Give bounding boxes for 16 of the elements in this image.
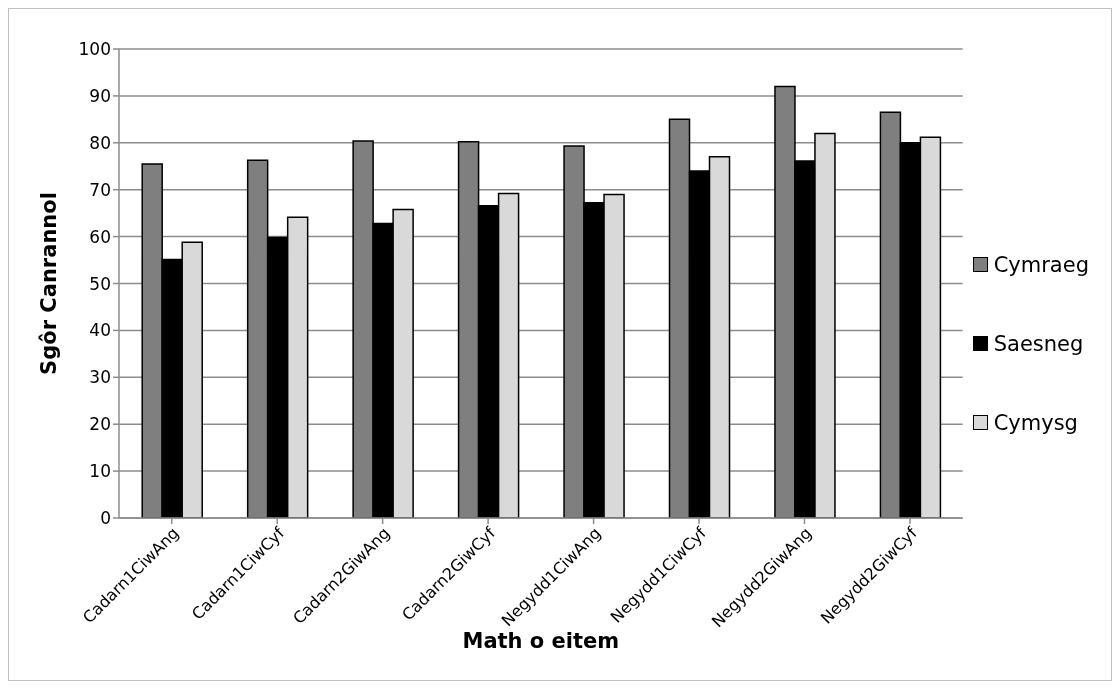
y-tick-label: 40 (89, 320, 111, 341)
y-tick-label: 70 (89, 179, 111, 200)
y-tick-label: 90 (89, 85, 111, 106)
y-axis-title: Sgôr Canrannol (37, 192, 62, 375)
legend-label: Cymraeg (993, 252, 1089, 277)
y-tick-label: 20 (89, 414, 111, 435)
legend-label: Saesneg (993, 331, 1084, 356)
legend-label: Cymysg (993, 410, 1078, 435)
y-tick-label: 100 (78, 39, 111, 60)
y-tick-label: 10 (89, 461, 111, 482)
y-tick-label: 50 (89, 273, 111, 294)
y-tick-label: 60 (89, 226, 111, 247)
x-axis-title: Math o eitem (462, 629, 620, 653)
y-tick-label: 80 (89, 132, 111, 153)
y-tick-label: 30 (89, 367, 111, 388)
y-tick-label: 0 (100, 508, 111, 529)
